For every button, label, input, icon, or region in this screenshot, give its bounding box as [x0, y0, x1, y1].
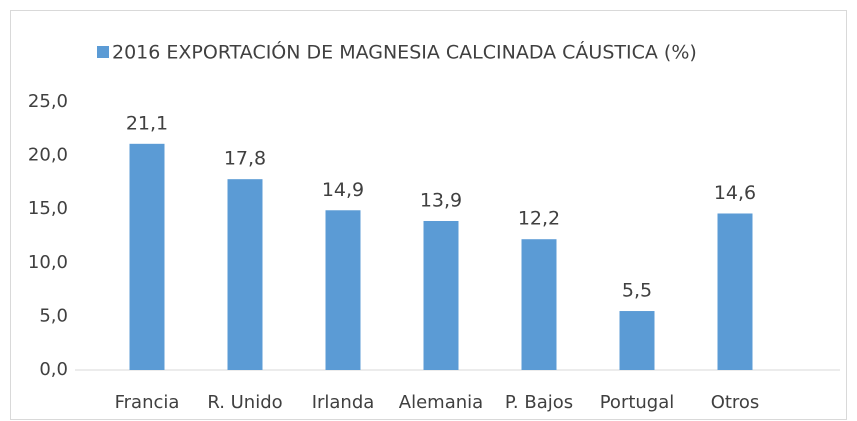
bar: [521, 239, 557, 370]
value-label: 12,2: [518, 208, 560, 230]
value-label: 13,9: [420, 189, 462, 211]
bar: [129, 143, 165, 370]
x-tick-label: Alemania: [399, 392, 483, 413]
y-tick-label: 20,0: [28, 145, 68, 166]
y-tick-label: 15,0: [28, 198, 68, 219]
x-tick-label: R. Unido: [207, 392, 282, 413]
bar: [227, 179, 263, 370]
bar: [325, 210, 361, 370]
x-tick-label: P. Bajos: [505, 392, 573, 413]
bar: [619, 311, 655, 370]
y-tick-label: 0,0: [39, 359, 68, 380]
y-tick-label: 5,0: [39, 305, 68, 326]
bar: [423, 220, 459, 370]
value-label: 5,5: [622, 280, 652, 302]
x-tick-label: Irlanda: [312, 392, 375, 413]
value-label: 14,9: [322, 179, 364, 201]
value-label: 14,6: [714, 182, 756, 204]
y-tick-label: 25,0: [28, 91, 68, 112]
x-tick-label: Otros: [711, 392, 760, 413]
legend-label: 2016 EXPORTACIÓN DE MAGNESIA CALCINADA C…: [112, 40, 697, 64]
x-tick-label: Portugal: [600, 392, 675, 413]
y-tick-label: 10,0: [28, 252, 68, 273]
value-label: 17,8: [224, 148, 266, 170]
x-tick-label: Francia: [115, 392, 180, 413]
legend-swatch: [97, 46, 109, 58]
value-label: 21,1: [126, 112, 168, 134]
bar: [717, 213, 753, 370]
